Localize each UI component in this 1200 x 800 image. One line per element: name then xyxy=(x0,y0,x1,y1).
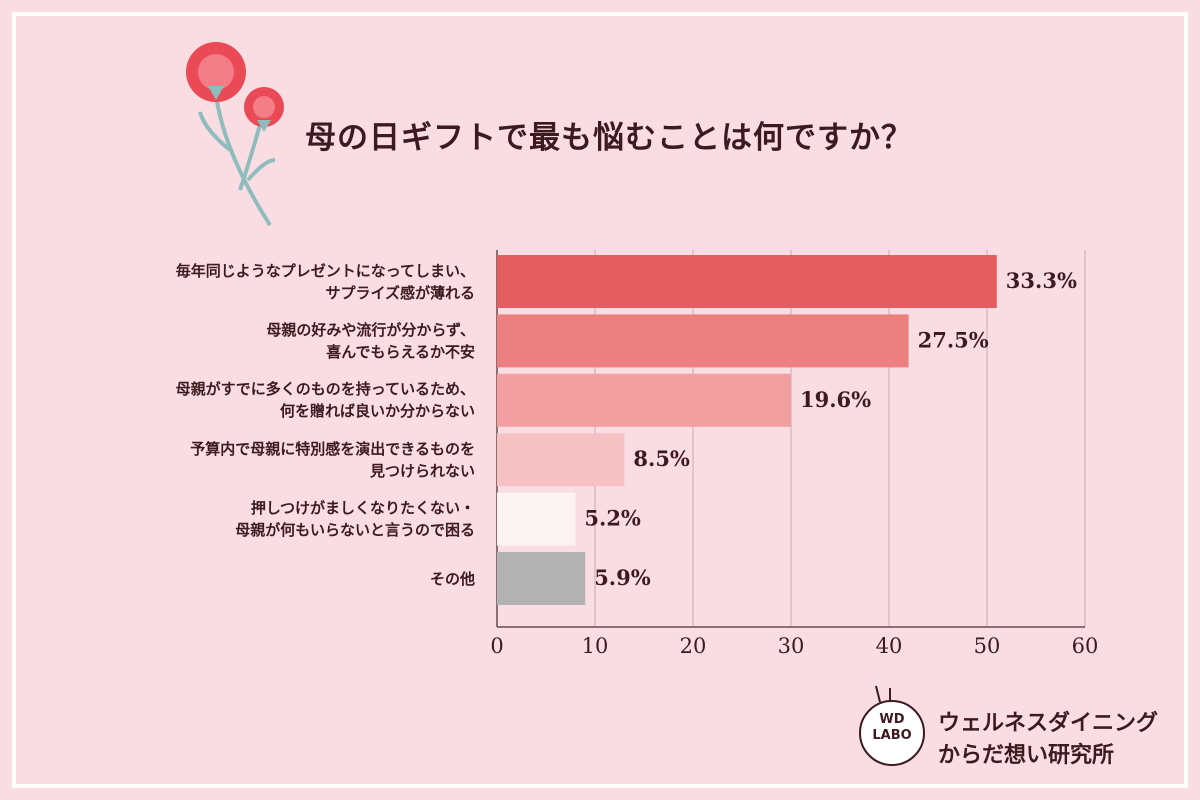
category-label: 母親がすでに多くのものを持っているため、 何を贈れば良いか分からない xyxy=(175,380,475,421)
bar xyxy=(497,433,625,487)
category-label: 予算内で母親に特別感を演出できるものを 見つけられない xyxy=(190,439,475,480)
category-label: 母親の好みや流行が分からず、 喜んでもらえるか不安 xyxy=(266,320,475,361)
frame xyxy=(12,12,1188,788)
x-tick-label: 10 xyxy=(582,634,609,658)
x-tick-label: 50 xyxy=(974,634,1001,658)
bar xyxy=(497,255,997,308)
logo-decoration xyxy=(875,685,891,703)
logo-name: ウェルネスダイニング からだ想い研究所 xyxy=(938,711,1159,768)
category-label: その他 xyxy=(429,569,475,588)
chart-title: 母の日ギフトで最も悩むことは何ですか？ xyxy=(305,120,913,156)
bar xyxy=(497,552,586,605)
x-tick-label: 30 xyxy=(778,634,805,658)
bar xyxy=(497,373,791,427)
category-label: 毎年同じようなプレゼントになってしまい、 サプライズ感が薄れる xyxy=(175,261,475,302)
x-tick-label: 0 xyxy=(490,634,503,658)
carnation xyxy=(186,42,284,227)
x-tick-label: 20 xyxy=(680,634,707,658)
logo-mark: WD LABO xyxy=(872,712,912,743)
logo-badge xyxy=(859,700,925,766)
x-tick-label: 60 xyxy=(1072,634,1099,658)
value-label: 5.2% xyxy=(584,506,641,531)
value-label: 27.5% xyxy=(918,327,989,352)
value-label: 5.9% xyxy=(594,565,651,590)
category-label: 押しつけがましくなりたくない・ 母親が何もいらないと言うので困る xyxy=(235,499,475,540)
bar xyxy=(497,314,909,368)
value-label: 8.5% xyxy=(633,446,690,471)
value-label: 33.3% xyxy=(1006,268,1077,293)
value-label: 19.6% xyxy=(800,387,871,412)
x-tick-label: 40 xyxy=(876,634,903,658)
bar xyxy=(497,492,576,546)
